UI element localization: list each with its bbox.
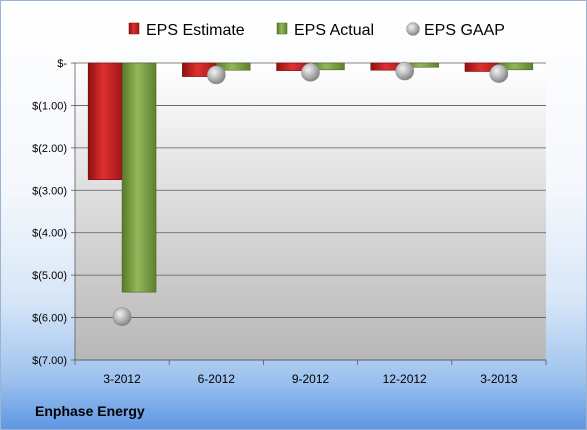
eps-gaap-point (207, 65, 226, 85)
x-tick-label: 3-2012 (103, 372, 141, 386)
y-tick-label: $(6.00) (32, 313, 67, 325)
legend: EPS Estimate EPS Actual EPS GAAP (128, 22, 505, 39)
gaap-series (112, 61, 509, 327)
y-axis: $- $(1.00) $(2.00) $(3.00) $(4.00) $(5.00) $(6… (32, 58, 76, 367)
y-tick-label: $(7.00) (32, 355, 67, 367)
legend-label: EPS GAAP (424, 22, 505, 39)
y-tick-label: $(3.00) (32, 185, 67, 197)
company-name: Enphase Energy (35, 403, 145, 419)
x-axis: 3-2012 6-2012 9-2012 12-2012 3-2013 (74, 359, 547, 386)
x-tick-label: 9-2012 (292, 372, 330, 386)
legend-marker (406, 22, 420, 36)
bar-series (87, 62, 534, 293)
y-tick-label: $- (57, 58, 67, 70)
eps-gaap-point (489, 64, 509, 83)
eps-actual-bar (121, 62, 157, 293)
legend-label: EPS Actual (294, 22, 374, 39)
x-tick-label: 6-2012 (198, 372, 236, 386)
legend-swatch (276, 22, 288, 35)
y-tick-label: $(5.00) (32, 270, 67, 282)
y-tick-label: $(4.00) (32, 228, 67, 240)
eps-gaap-point (112, 307, 132, 327)
eps-estimate-bar (87, 62, 123, 180)
x-tick-label: 12-2012 (383, 372, 427, 386)
eps-gaap-point (395, 61, 415, 81)
legend-swatch (128, 22, 140, 35)
legend-label: EPS Estimate (146, 22, 245, 39)
eps-gaap-point (301, 63, 320, 82)
y-tick-label: $(2.00) (32, 143, 67, 155)
y-tick-label: $(1.00) (32, 100, 67, 112)
x-tick-label: 3-2013 (480, 372, 518, 386)
